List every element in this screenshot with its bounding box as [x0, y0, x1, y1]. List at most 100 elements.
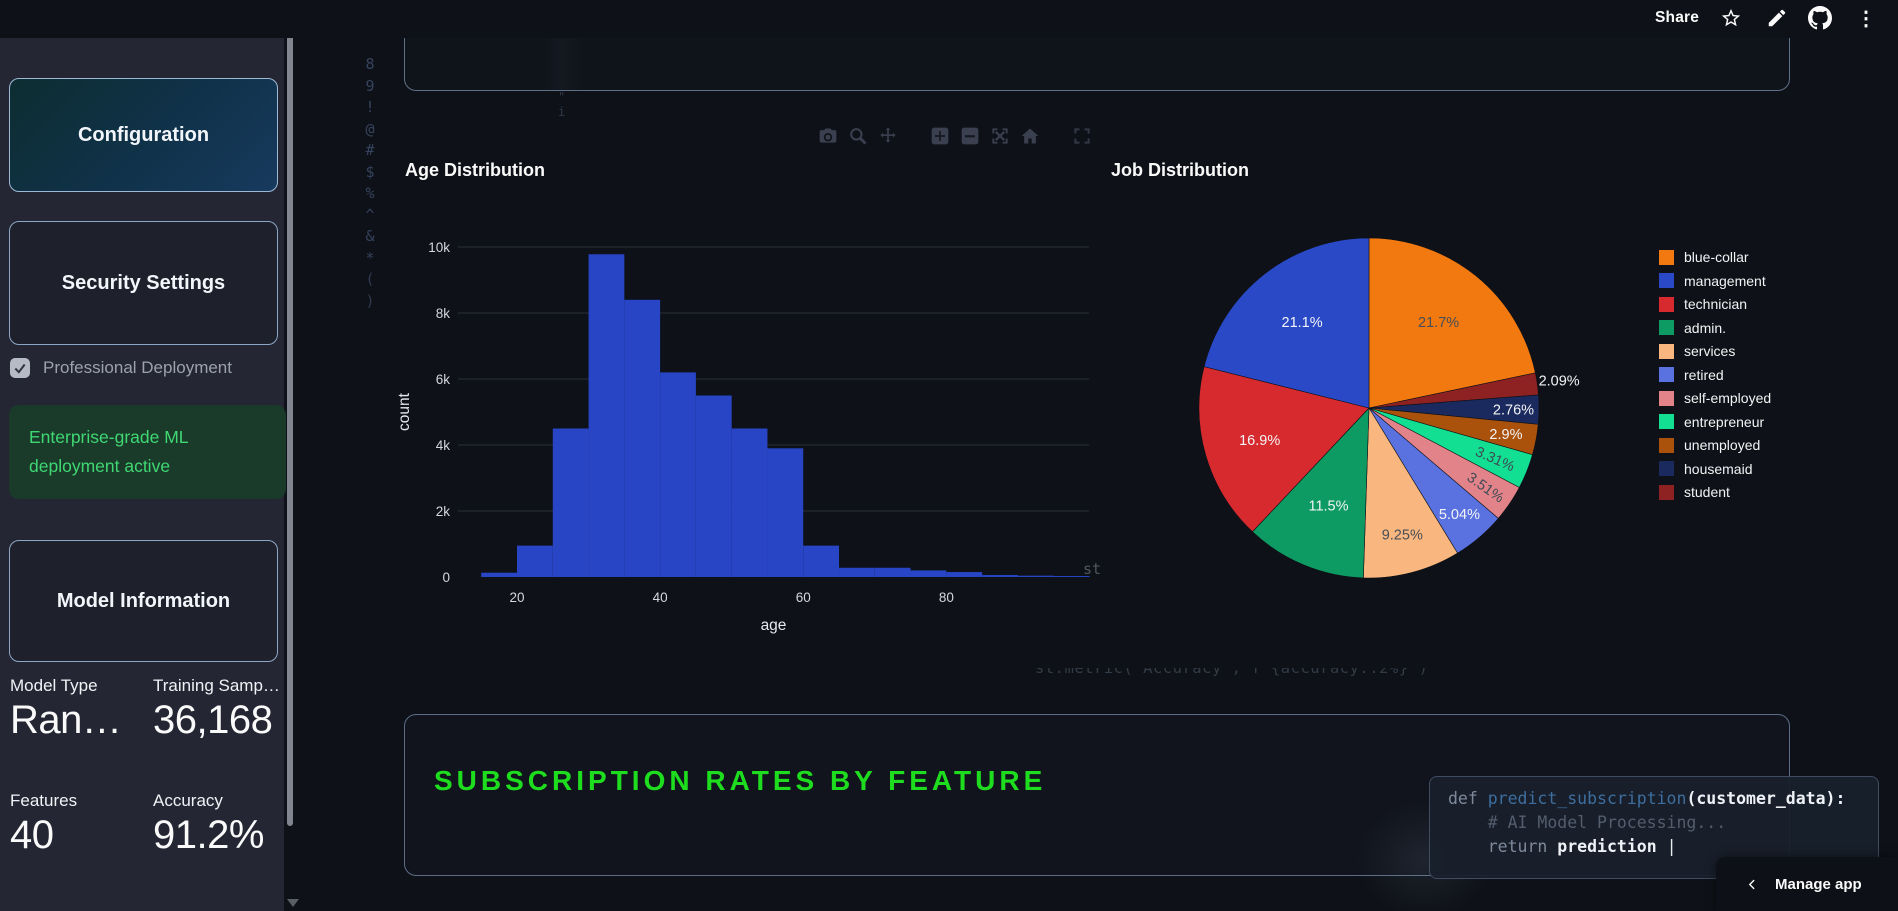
y-tick-label: 10k: [428, 240, 450, 255]
histogram-bar: [552, 428, 589, 577]
legend-item-admin.[interactable]: admin.: [1659, 320, 1771, 336]
legend-swatch: [1659, 461, 1674, 476]
legend-item-self-employed[interactable]: self-employed: [1659, 390, 1771, 406]
success-alert: Enterprise-grade ML deployment active: [9, 405, 286, 499]
y-tick-label: 2k: [436, 504, 451, 519]
legend-item-entrepreneur[interactable]: entrepreneur: [1659, 414, 1771, 430]
y-axis-title: count: [396, 392, 413, 431]
x-tick-label: 80: [939, 590, 954, 605]
legend-item-student[interactable]: student: [1659, 484, 1771, 500]
legend-item-unemployed[interactable]: unemployed: [1659, 437, 1771, 453]
plotly-modebar: [818, 126, 1092, 146]
share-button[interactable]: Share: [1655, 9, 1700, 26]
histogram-bar: [660, 372, 696, 577]
legend-label: admin.: [1684, 319, 1727, 336]
legend-swatch: [1659, 414, 1674, 429]
legend-label: services: [1684, 343, 1736, 359]
x-tick-label: 60: [796, 590, 811, 605]
matrix-char: $: [365, 162, 375, 181]
pie-label-retired: 5.04%: [1439, 507, 1480, 523]
section-title: SUBSCRIPTION RATES BY FEATURE: [434, 765, 1047, 796]
legend-swatch: [1659, 296, 1674, 312]
camera-icon[interactable]: [818, 126, 838, 146]
y-tick-label: 4k: [436, 438, 451, 453]
legend-label: student: [1684, 484, 1730, 500]
pie-slice-technician[interactable]: [1198, 366, 1370, 533]
scroll-down-arrow-icon[interactable]: [287, 899, 299, 907]
reset-axes-home-icon[interactable]: [1020, 126, 1040, 146]
configuration-card: Configuration: [9, 78, 278, 192]
matrix-char: 9: [365, 76, 375, 95]
sidebar-scrollbar[interactable]: [287, 0, 293, 826]
checkbox-label: Professional Deployment: [43, 358, 232, 377]
legend-label: self-employed: [1684, 390, 1772, 406]
manage-app-label: Manage app: [1775, 875, 1862, 893]
github-icon[interactable]: [1808, 6, 1832, 30]
pie-slice-management[interactable]: [1203, 237, 1370, 409]
manage-app-button[interactable]: Manage app: [1716, 857, 1898, 911]
autoscale-icon[interactable]: [990, 126, 1010, 146]
ghost-code-line: st.metric("Accuracy", f"{accuracy:.2%}"): [1035, 668, 1429, 677]
age-distribution-chart: 0 2k 4k 6k 8k 10k 20 40 60 80 age count: [396, 240, 1090, 634]
matrix-char: (: [365, 270, 375, 288]
fullscreen-icon[interactable]: [1072, 126, 1092, 146]
pie-slice-services[interactable]: [1363, 406, 1458, 579]
star-icon[interactable]: [1720, 7, 1742, 29]
metric-value-model-type: Ran…: [10, 698, 122, 742]
security-settings-title: Security Settings: [61, 271, 226, 294]
legend-item-management[interactable]: management: [1659, 273, 1771, 289]
zoom-icon[interactable]: [848, 126, 868, 146]
legend-item-blue-collar[interactable]: blue-collar: [1659, 249, 1771, 265]
security-settings-card: Security Settings: [9, 221, 278, 345]
legend-item-technician[interactable]: technician: [1659, 296, 1771, 312]
overflow-menu-icon[interactable]: ⋮: [1856, 8, 1876, 30]
legend-swatch: [1659, 437, 1674, 453]
success-message: Enterprise-grade ML deployment active: [29, 427, 188, 476]
legend-swatch: [1659, 390, 1674, 406]
matrix-char: 8: [365, 55, 375, 73]
age-distribution-title: Age Distribution: [405, 160, 545, 180]
metric-value-features: 40: [10, 813, 54, 857]
chevron-left-icon: [1748, 879, 1755, 889]
pie-label-technician: 16.9%: [1239, 433, 1280, 449]
histogram-bar: [695, 395, 732, 577]
pie-label-unemployed: 2.9%: [1489, 427, 1522, 443]
matrix-char: !: [365, 98, 375, 116]
legend-swatch: [1659, 484, 1674, 500]
legend-label: unemployed: [1684, 437, 1761, 453]
checkbox-checked-icon[interactable]: [10, 358, 30, 378]
legend-item-services[interactable]: services: [1659, 343, 1771, 359]
legend-item-housemaid[interactable]: housemaid: [1659, 461, 1771, 477]
zoom-out-icon[interactable]: [960, 126, 980, 146]
pie-label-student: 2.09%: [1539, 374, 1580, 390]
app-header: Share ⋮: [0, 0, 1898, 38]
zoom-in-icon[interactable]: [930, 126, 950, 146]
pie-slice-blue-collar[interactable]: [1368, 237, 1536, 409]
x-tick-label: 40: [653, 590, 668, 605]
histogram-bar: [517, 545, 553, 577]
metric-label-model-type: Model Type: [10, 676, 98, 695]
ghost-char: ": [558, 90, 566, 104]
legend-swatch: [1659, 343, 1674, 359]
matrix-char: #: [365, 141, 375, 159]
professional-deployment-checkbox[interactable]: Professional Deployment: [10, 358, 232, 378]
ghost-text-fragment: st: [1083, 560, 1102, 578]
pencil-icon[interactable]: [1766, 7, 1788, 29]
pie-legend: blue-collar management technician admin. ser…: [1659, 249, 1771, 500]
legend-swatch: [1659, 320, 1674, 335]
histogram-bar: [803, 545, 840, 577]
legend-label: entrepreneur: [1684, 413, 1765, 430]
metric-value-accuracy: 91.2%: [153, 813, 264, 857]
matrix-char: @: [365, 119, 375, 138]
histogram-bar: [874, 567, 911, 577]
x-tick-label: 20: [509, 590, 524, 605]
pie-slice-admin.[interactable]: [1252, 407, 1370, 579]
metric-label-accuracy: Accuracy: [153, 791, 223, 810]
histogram-bar: [910, 570, 947, 577]
job-distribution-title: Job Distribution: [1111, 160, 1249, 180]
pan-icon[interactable]: [878, 126, 898, 146]
pie-label-blue-collar: 21.7%: [1418, 315, 1459, 331]
legend-item-retired[interactable]: retired: [1659, 367, 1771, 383]
model-information-title: Model Information: [56, 589, 231, 612]
